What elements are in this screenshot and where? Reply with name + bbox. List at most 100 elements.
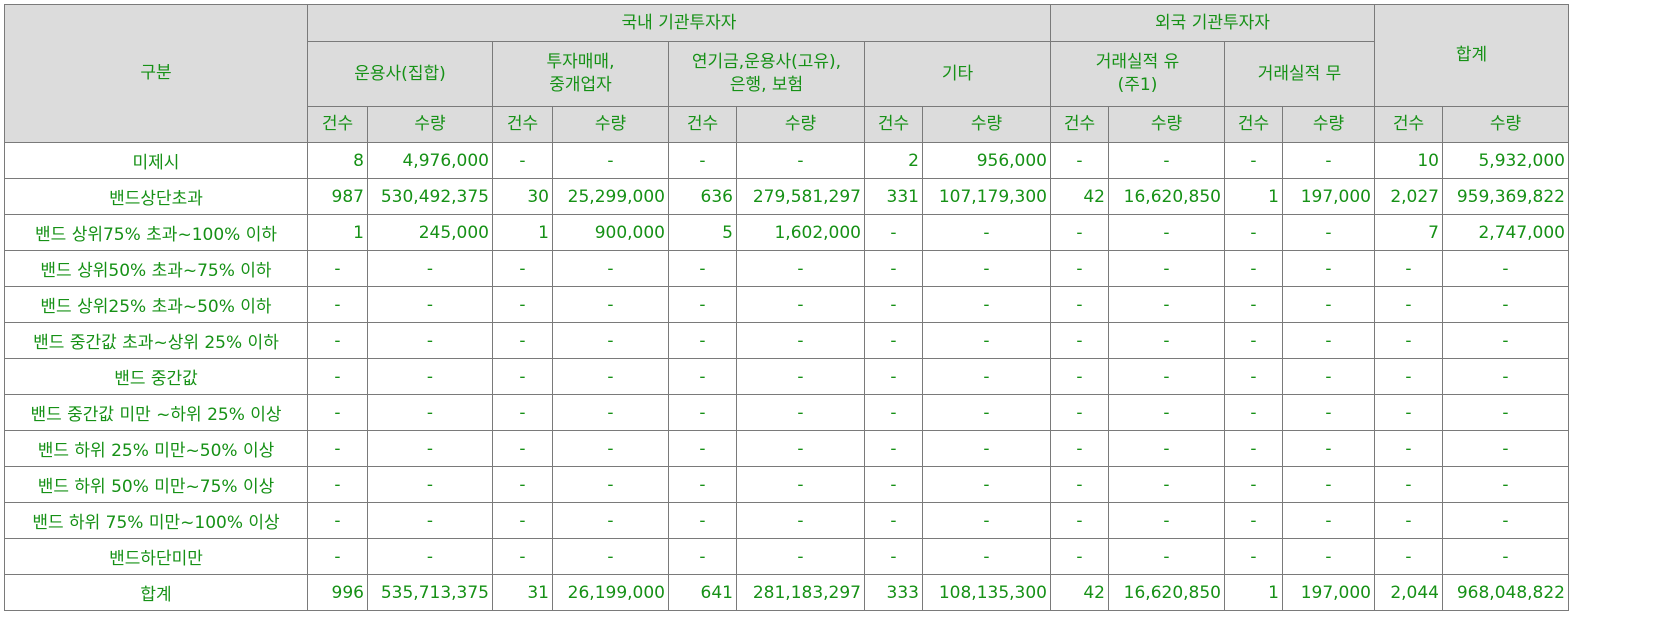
cell-count: - (864, 466, 923, 503)
cell-quantity: - (736, 142, 865, 179)
row-label: 밴드 상위25% 초과~50% 이하 (4, 286, 308, 323)
header-other: 기타 (864, 41, 1051, 107)
cell-quantity: 956,000 (922, 142, 1051, 179)
table-row: 밴드 중간값 미만 ~하위 25% 이상 - - - - - - - - - - - - - - (4, 394, 1569, 431)
cell-count: - (307, 394, 368, 431)
cell-quantity: 16,620,850 (1108, 178, 1225, 215)
cell-count: - (307, 358, 368, 395)
cell-quantity: - (736, 430, 865, 467)
cell-quantity: 279,581,297 (736, 178, 865, 215)
cell-count: - (1224, 502, 1283, 539)
header-track-record-yes: 거래실적 유 (주1) (1050, 41, 1225, 107)
cell-count: 2 (864, 142, 923, 179)
cell-count: 636 (668, 178, 737, 215)
row-label: 밴드하단미만 (4, 538, 308, 575)
header-count: 건수 (864, 106, 923, 143)
cell-quantity: 900,000 (552, 214, 669, 251)
cell-count: - (307, 502, 368, 539)
cell-count: 42 (1050, 178, 1109, 215)
row-label: 미제시 (4, 142, 308, 179)
cell-quantity: - (1282, 250, 1375, 287)
cell-quantity: - (1442, 430, 1569, 467)
table-row: 합계 996 535,713,375 31 26,199,000 641 281,183,2… (4, 574, 1569, 611)
cell-quantity: 5,932,000 (1442, 142, 1569, 179)
cell-quantity: - (367, 286, 493, 323)
cell-quantity: - (736, 286, 865, 323)
cell-count: 996 (307, 574, 368, 611)
cell-quantity: - (922, 286, 1051, 323)
table-row: 밴드 하위 75% 미만~100% 이상 - - - - - - - - - - - - - - (4, 502, 1569, 539)
cell-quantity: - (1442, 322, 1569, 359)
cell-count: - (307, 322, 368, 359)
cell-quantity: - (552, 358, 669, 395)
cell-quantity: - (922, 538, 1051, 575)
cell-quantity: 26,199,000 (552, 574, 669, 611)
cell-count: - (1050, 142, 1109, 179)
cell-count: - (1374, 358, 1443, 395)
row-label: 밴드 중간값 미만 ~하위 25% 이상 (4, 394, 308, 431)
cell-count: - (1050, 358, 1109, 395)
cell-quantity: - (736, 358, 865, 395)
row-label: 밴드 하위 75% 미만~100% 이상 (4, 502, 308, 539)
cell-count: - (864, 214, 923, 251)
cell-quantity: - (552, 394, 669, 431)
cell-count: - (1050, 214, 1109, 251)
table-row: 밴드하단미만 - - - - - - - - - - - - - - (4, 538, 1569, 575)
cell-count: 1 (1224, 178, 1283, 215)
cell-quantity: - (922, 358, 1051, 395)
cell-count: - (1224, 142, 1283, 179)
cell-quantity: - (1108, 466, 1225, 503)
cell-count: - (1374, 322, 1443, 359)
cell-quantity: 959,369,822 (1442, 178, 1569, 215)
cell-count: - (864, 250, 923, 287)
header-category: 구분 (4, 4, 308, 143)
row-label: 밴드 중간값 초과~상위 25% 이하 (4, 322, 308, 359)
cell-count: 641 (668, 574, 737, 611)
cell-count: - (1224, 538, 1283, 575)
cell-count: - (1224, 466, 1283, 503)
row-label: 밴드 하위 50% 미만~75% 이상 (4, 466, 308, 503)
cell-count: - (1050, 502, 1109, 539)
cell-quantity: - (1282, 466, 1375, 503)
cell-quantity: - (736, 394, 865, 431)
cell-count: 7 (1374, 214, 1443, 251)
cell-count: - (492, 286, 553, 323)
cell-quantity: - (1442, 466, 1569, 503)
cell-quantity: - (922, 466, 1051, 503)
cell-quantity: - (1108, 214, 1225, 251)
row-label: 밴드 상위75% 초과~100% 이하 (4, 214, 308, 251)
cell-quantity: - (552, 142, 669, 179)
cell-quantity: - (1282, 394, 1375, 431)
cell-quantity: - (736, 502, 865, 539)
cell-count: 2,044 (1374, 574, 1443, 611)
cell-quantity: - (552, 250, 669, 287)
cell-count: - (307, 466, 368, 503)
cell-count: - (1050, 250, 1109, 287)
demand-forecast-table-container: 구분 국내 기관투자자 외국 기관투자자 합계 운용사(집합) 투자매매, 중개업… (4, 4, 1569, 611)
cell-count: - (668, 538, 737, 575)
cell-quantity: 108,135,300 (922, 574, 1051, 611)
header-count: 건수 (1224, 106, 1283, 143)
cell-count: - (864, 322, 923, 359)
cell-count: 8 (307, 142, 368, 179)
cell-quantity: 16,620,850 (1108, 574, 1225, 611)
cell-quantity: - (1108, 430, 1225, 467)
row-label: 밴드 상위50% 초과~75% 이하 (4, 250, 308, 287)
cell-count: - (1050, 466, 1109, 503)
header-count: 건수 (307, 106, 368, 143)
cell-count: 31 (492, 574, 553, 611)
cell-quantity: - (1282, 322, 1375, 359)
cell-count: - (668, 286, 737, 323)
header-count: 건수 (668, 106, 737, 143)
cell-quantity: - (736, 322, 865, 359)
cell-count: - (1050, 286, 1109, 323)
cell-quantity: - (1282, 214, 1375, 251)
cell-count: 1 (307, 214, 368, 251)
header-asset-mgmt-collective: 운용사(집합) (307, 41, 493, 107)
cell-count: - (1374, 466, 1443, 503)
cell-quantity: - (367, 466, 493, 503)
header-quantity: 수량 (367, 106, 493, 143)
cell-count: - (1374, 286, 1443, 323)
cell-quantity: 1,602,000 (736, 214, 865, 251)
row-label: 밴드 하위 25% 미만~50% 이상 (4, 430, 308, 467)
